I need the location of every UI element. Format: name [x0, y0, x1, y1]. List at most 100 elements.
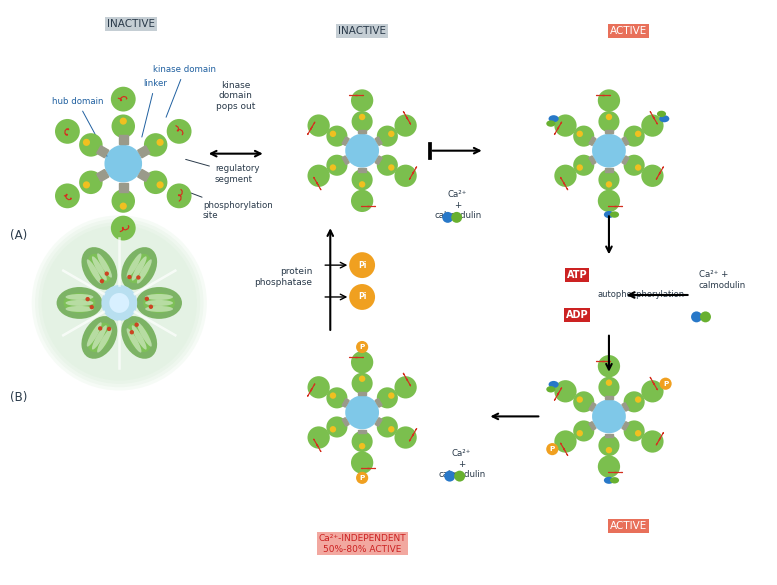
Circle shape	[134, 322, 139, 327]
Circle shape	[635, 164, 641, 171]
Circle shape	[136, 276, 141, 280]
Ellipse shape	[137, 322, 152, 346]
Circle shape	[377, 417, 398, 438]
Text: kinase domain: kinase domain	[153, 65, 216, 117]
Text: linker: linker	[142, 79, 167, 137]
Ellipse shape	[132, 256, 147, 281]
Ellipse shape	[546, 121, 556, 127]
Circle shape	[691, 311, 702, 322]
Circle shape	[326, 387, 347, 408]
Circle shape	[442, 212, 453, 223]
Text: P: P	[663, 381, 668, 387]
Circle shape	[635, 130, 641, 137]
Circle shape	[451, 212, 462, 223]
Text: phosphorylation
site: phosphorylation site	[173, 187, 273, 221]
Circle shape	[388, 393, 395, 399]
Circle shape	[130, 330, 134, 335]
Polygon shape	[622, 402, 629, 411]
Circle shape	[329, 393, 336, 399]
Text: Pi: Pi	[358, 261, 366, 270]
Circle shape	[308, 115, 329, 137]
Circle shape	[641, 431, 664, 453]
Circle shape	[635, 430, 641, 436]
Ellipse shape	[57, 287, 103, 319]
Circle shape	[455, 471, 465, 481]
Circle shape	[351, 431, 373, 452]
Circle shape	[120, 118, 127, 125]
Ellipse shape	[145, 306, 173, 312]
Ellipse shape	[82, 316, 117, 359]
Polygon shape	[375, 137, 382, 146]
Circle shape	[359, 113, 365, 120]
Polygon shape	[119, 183, 127, 192]
Ellipse shape	[65, 294, 93, 300]
Circle shape	[351, 90, 373, 112]
Polygon shape	[605, 130, 613, 133]
Circle shape	[395, 164, 416, 187]
Circle shape	[110, 293, 129, 313]
Circle shape	[554, 115, 577, 137]
Circle shape	[55, 184, 80, 208]
Circle shape	[388, 130, 395, 137]
Polygon shape	[138, 146, 150, 158]
Circle shape	[349, 252, 375, 278]
Circle shape	[42, 225, 197, 381]
Circle shape	[660, 378, 671, 390]
Polygon shape	[622, 156, 629, 164]
Ellipse shape	[546, 386, 556, 393]
Ellipse shape	[127, 328, 141, 353]
Circle shape	[329, 164, 336, 171]
Circle shape	[577, 130, 583, 137]
Circle shape	[388, 426, 395, 432]
Polygon shape	[605, 395, 613, 399]
Circle shape	[156, 139, 164, 146]
Text: Pi: Pi	[358, 292, 366, 301]
Text: Ca²⁺
+
calmodulin: Ca²⁺ + calmodulin	[438, 449, 486, 479]
Circle shape	[351, 169, 373, 190]
Circle shape	[554, 164, 577, 187]
Ellipse shape	[136, 287, 182, 319]
Circle shape	[38, 222, 200, 384]
Ellipse shape	[549, 381, 559, 388]
Circle shape	[395, 426, 416, 449]
Circle shape	[351, 373, 373, 394]
Ellipse shape	[88, 323, 111, 352]
Ellipse shape	[88, 254, 111, 283]
Polygon shape	[358, 429, 366, 433]
Ellipse shape	[610, 477, 619, 483]
Circle shape	[167, 119, 192, 144]
Circle shape	[351, 452, 373, 474]
Text: Ca²⁺ +
calmodulin: Ca²⁺ + calmodulin	[699, 270, 746, 290]
Text: P: P	[360, 344, 364, 350]
Circle shape	[85, 297, 90, 301]
Circle shape	[700, 311, 711, 322]
Circle shape	[345, 395, 379, 429]
Circle shape	[156, 181, 164, 188]
Text: INACTIVE: INACTIVE	[338, 26, 386, 36]
Polygon shape	[589, 422, 596, 430]
Circle shape	[35, 219, 204, 387]
Circle shape	[107, 326, 111, 331]
Ellipse shape	[87, 322, 102, 346]
Text: ADP: ADP	[566, 310, 588, 320]
Polygon shape	[342, 418, 349, 426]
Circle shape	[606, 181, 612, 188]
Circle shape	[598, 169, 619, 190]
Text: ACTIVE: ACTIVE	[610, 26, 647, 36]
Circle shape	[359, 181, 365, 188]
Polygon shape	[375, 418, 382, 426]
Polygon shape	[589, 156, 596, 164]
Ellipse shape	[604, 477, 614, 484]
Circle shape	[395, 115, 416, 137]
Circle shape	[606, 447, 612, 453]
Circle shape	[349, 284, 375, 310]
Circle shape	[112, 190, 135, 213]
Polygon shape	[358, 168, 366, 171]
Circle shape	[308, 164, 329, 187]
Polygon shape	[622, 137, 629, 146]
Polygon shape	[358, 391, 366, 395]
Text: Ca²⁺-INDEPENDENT
50%-80% ACTIVE: Ca²⁺-INDEPENDENT 50%-80% ACTIVE	[319, 534, 406, 553]
Ellipse shape	[549, 115, 559, 122]
Circle shape	[356, 341, 368, 353]
Circle shape	[99, 279, 104, 283]
